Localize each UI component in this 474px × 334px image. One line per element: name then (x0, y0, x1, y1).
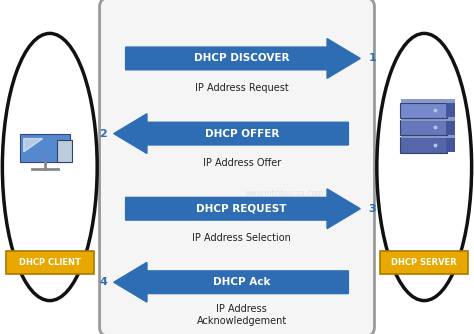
Text: IP Address Selection: IP Address Selection (192, 233, 291, 243)
Text: DHCP CLIENT: DHCP CLIENT (19, 258, 81, 267)
Text: DHCP Ack: DHCP Ack (213, 277, 271, 287)
Text: DHCP REQUEST: DHCP REQUEST (197, 204, 287, 214)
Polygon shape (114, 114, 348, 154)
FancyBboxPatch shape (6, 251, 94, 274)
Text: DHCP SERVER: DHCP SERVER (392, 258, 457, 267)
Text: IP Address Request: IP Address Request (195, 83, 289, 93)
Text: DHCP OFFER: DHCP OFFER (205, 129, 279, 139)
Bar (401, 133, 455, 138)
Polygon shape (126, 38, 360, 78)
Text: www.nitriteurza.com: www.nitriteurza.com (245, 189, 324, 198)
Polygon shape (24, 139, 43, 152)
Text: 1: 1 (368, 53, 376, 63)
FancyBboxPatch shape (380, 251, 468, 274)
FancyBboxPatch shape (400, 120, 447, 135)
Bar (57, 140, 72, 162)
Text: DHCP DISCOVER: DHCP DISCOVER (194, 53, 290, 63)
Text: IP Address
Acknowledgement: IP Address Acknowledgement (197, 305, 287, 326)
Text: 2: 2 (100, 129, 107, 139)
Text: 4: 4 (100, 277, 107, 287)
Polygon shape (126, 189, 360, 228)
Bar (401, 116, 455, 121)
Text: IP Address Offer: IP Address Offer (202, 158, 281, 168)
Bar (446, 138, 455, 152)
Bar (20, 134, 70, 162)
Bar (446, 103, 455, 117)
Ellipse shape (2, 33, 97, 301)
FancyBboxPatch shape (100, 0, 374, 334)
Polygon shape (114, 263, 348, 302)
Bar (446, 121, 455, 135)
Ellipse shape (377, 33, 472, 301)
FancyBboxPatch shape (400, 137, 447, 153)
Bar (401, 99, 455, 103)
FancyBboxPatch shape (400, 103, 447, 118)
Text: 3: 3 (368, 204, 376, 214)
